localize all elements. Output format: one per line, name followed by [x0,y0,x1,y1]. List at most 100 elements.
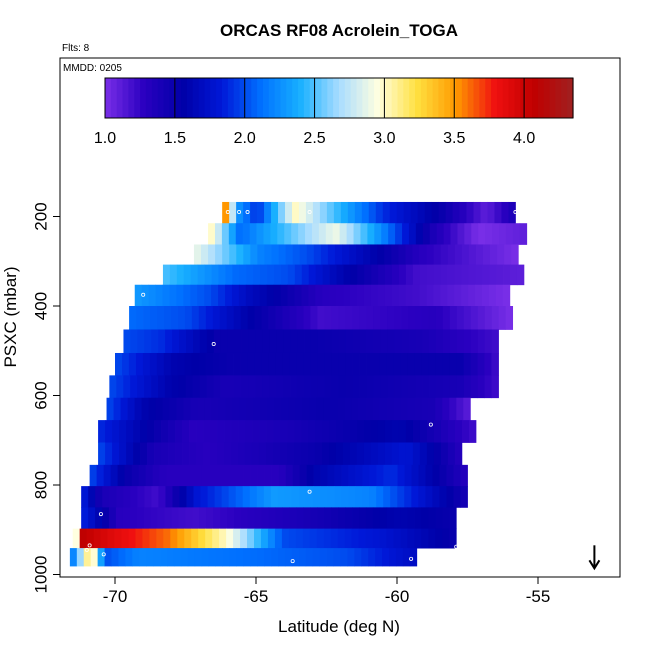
heatmap-cell [353,223,361,245]
heatmap-cell [259,420,267,443]
heatmap-cell [158,329,166,354]
heatmap-cell [454,264,462,286]
heatmap-cell [369,486,377,508]
heatmap-cell [224,442,232,466]
heatmap-cell [137,375,145,399]
heatmap-cell [102,507,110,530]
heatmap-cell [324,306,332,330]
heatmap-cell [304,329,312,354]
heatmap-cell [292,244,301,266]
heatmap-cell [435,507,443,530]
heatmap-cell [384,420,393,443]
heatmap-cell [279,442,288,466]
heatmap-cell [283,375,291,399]
heatmap-cell [412,244,420,266]
heatmap-cell [192,329,201,354]
heatmap-cell [373,306,381,330]
heatmap-cell [351,397,359,421]
heatmap-cell [449,306,458,330]
colorbar-cell [450,78,457,118]
heatmap-cell [190,397,198,421]
colorbar-tick-label: 2.5 [303,130,325,147]
colorbar-cell [532,78,539,118]
heatmap-cell [402,223,410,245]
heatmap-cell [341,486,349,508]
heatmap-cell [250,548,258,567]
heatmap-cell [262,375,270,399]
heatmap-cell [391,420,400,443]
colorbar-cell [251,78,258,118]
heatmap-cell [264,244,272,266]
heatmap-cell [334,486,342,508]
heatmap-cell [454,244,463,266]
heatmap-cell [287,264,296,286]
heatmap [69,201,528,567]
heatmap-cell [89,464,98,487]
heatmap-cell [225,397,233,421]
heatmap-cell [121,352,130,376]
heatmap-cell [335,442,344,466]
heatmap-cell [111,548,119,567]
heatmap-cell [308,284,316,307]
heatmap-cell [404,486,412,508]
colorbar-cell [175,78,182,118]
heatmap-cell [484,306,493,330]
heatmap-cell [360,223,368,245]
heatmap-cell [421,352,430,376]
heatmap-cell [106,397,114,421]
heatmap-cell [278,201,286,224]
heatmap-cell [418,464,426,487]
heatmap-cell [182,442,190,466]
arrow-icon [588,545,601,571]
heatmap-cell [206,375,214,399]
heatmap-cell [135,352,144,376]
heatmap-cell [433,244,442,266]
heatmap-cell [229,464,237,487]
heatmap-cell [426,284,434,307]
heatmap-cell [482,264,490,286]
heatmap-cell [497,244,505,266]
heatmap-cell [226,352,234,376]
heatmap-cell [233,528,241,549]
heatmap-cell [142,528,150,549]
heatmap-cell [496,264,504,286]
heatmap-cell [250,244,258,266]
heatmap-cell [194,464,202,487]
y-tick-label: 400 [31,292,50,320]
colorbar-tick-label: 3.0 [373,130,395,147]
heatmap-cell [264,201,272,224]
heatmap-cell [414,352,423,376]
heatmap-cell [447,284,455,307]
heatmap-cell [236,244,244,266]
heatmap-cell [422,223,431,245]
heatmap-cell [222,548,230,567]
heatmap-cell [408,329,416,354]
heatmap-cell [460,486,468,508]
heatmap-cell [338,352,346,376]
heatmap-cell [324,352,332,376]
heatmap-cell [228,486,237,508]
heatmap-cell [291,486,300,508]
heatmap-cell [433,264,441,286]
heatmap-cell [319,548,327,567]
heatmap-cell [240,306,249,330]
heatmap-cell [155,397,163,421]
heatmap-cell [327,486,335,508]
heatmap-cell [197,284,205,307]
heatmap-cell [402,548,411,567]
heatmap-cell [333,201,342,224]
heatmap-cell [119,442,127,466]
heatmap-cell [286,442,295,466]
heatmap-cell [405,244,413,266]
heatmap-cell [302,397,310,421]
heatmap-cell [484,375,492,399]
heatmap-cell [511,244,519,266]
heatmap-cell [361,201,370,224]
heatmap-cell [169,264,178,286]
heatmap-cell [225,264,233,286]
heatmap-cell [217,420,225,443]
heatmap-cell [305,223,313,245]
colorbar-cell [344,78,352,118]
colorbar-cell [339,78,346,118]
heatmap-cell [266,420,274,443]
